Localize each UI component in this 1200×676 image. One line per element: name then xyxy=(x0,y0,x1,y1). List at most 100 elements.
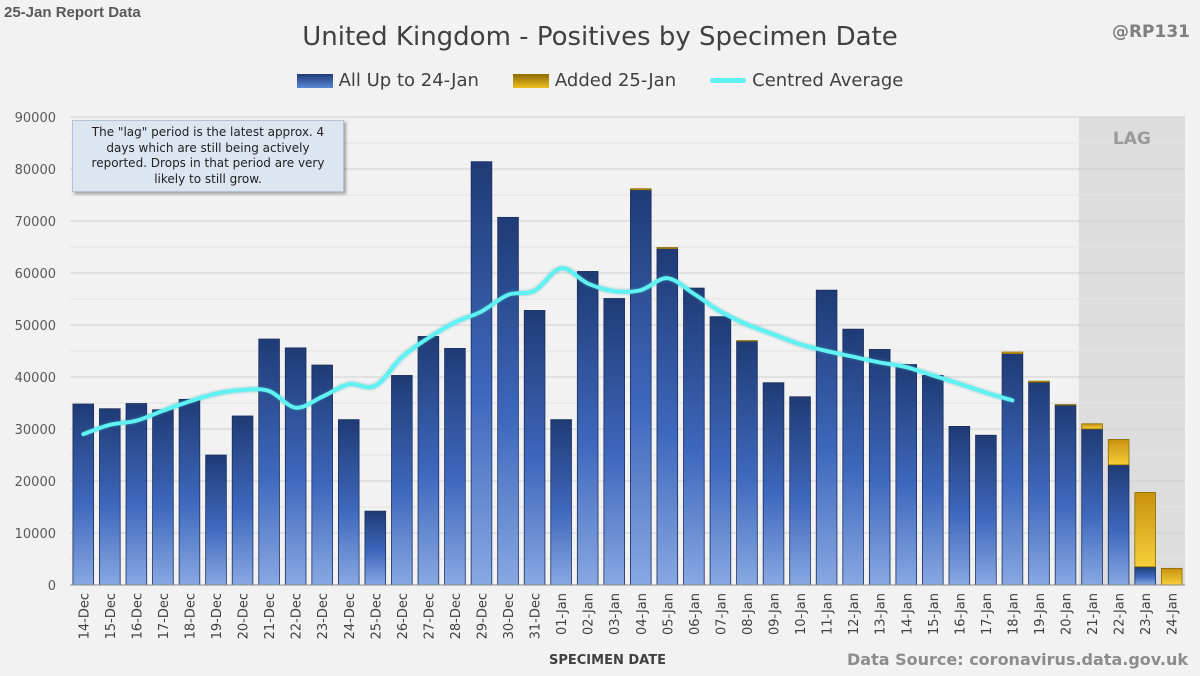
x-tick-label: 22-Dec xyxy=(290,593,305,639)
bar-all-21-Dec xyxy=(258,338,280,586)
data-source: Data Source: coronavirus.data.gov.uk xyxy=(847,650,1188,669)
legend-label-all: All Up to 24-Jan xyxy=(338,70,479,91)
bar-all-20-Jan xyxy=(1054,404,1077,586)
bar-all-19-Jan xyxy=(1028,381,1050,586)
x-tick-label: 16-Jan xyxy=(953,593,968,635)
bar-all-19-Dec xyxy=(205,454,227,586)
bar-all-27-Dec xyxy=(417,336,440,586)
x-tick-label: 01-Jan xyxy=(555,593,570,635)
x-tick-label: 23-Jan xyxy=(1139,593,1154,635)
x-tick-label: 02-Jan xyxy=(582,593,597,635)
x-tick-label: 17-Dec xyxy=(157,593,172,639)
bar-all-17-Dec xyxy=(152,409,174,586)
x-tick-label: 16-Dec xyxy=(130,593,145,639)
y-tick-label: 0 xyxy=(48,579,56,594)
chart-title: United Kingdom - Positives by Specimen D… xyxy=(302,22,898,52)
x-tick-label: 21-Dec xyxy=(263,593,278,639)
lag-note: The "lag" period is the latest approx. 4… xyxy=(72,120,344,193)
x-tick-label: 26-Dec xyxy=(396,593,411,639)
x-tick-label: 21-Jan xyxy=(1086,593,1101,635)
report-label: 25-Jan Report Data xyxy=(4,4,141,21)
y-tick-label: 10000 xyxy=(15,527,56,542)
bar-added-20-Jan xyxy=(1054,404,1077,406)
x-tick-label: 27-Dec xyxy=(422,593,437,639)
x-tick-label: 13-Jan xyxy=(874,593,889,635)
x-tick-label: 22-Jan xyxy=(1113,593,1128,635)
x-tick-label: 18-Dec xyxy=(183,593,198,639)
x-tick-label: 04-Jan xyxy=(635,593,650,635)
average-line xyxy=(81,266,1015,437)
bar-added-04-Jan xyxy=(630,188,652,191)
legend-swatch-added xyxy=(512,73,549,88)
x-axis-title: SPECIMEN DATE xyxy=(549,653,666,668)
bar-all-05-Jan xyxy=(656,248,679,586)
bar-all-20-Dec xyxy=(231,415,254,586)
bar-all-25-Dec xyxy=(364,510,387,586)
bar-all-02-Jan xyxy=(576,271,599,586)
bar-all-11-Jan xyxy=(815,289,838,586)
y-tick-label: 50000 xyxy=(15,319,56,334)
x-tick-label: 29-Dec xyxy=(475,593,490,639)
x-tick-label: 24-Dec xyxy=(343,593,358,639)
bar-added-21-Jan xyxy=(1081,423,1103,430)
x-tick-label: 18-Jan xyxy=(1006,593,1021,635)
x-tick-label: 14-Dec xyxy=(77,593,92,639)
x-tick-label: 08-Jan xyxy=(741,593,756,635)
bar-all-28-Dec xyxy=(444,347,466,586)
y-tick-label: 70000 xyxy=(15,215,56,230)
bar-all-01-Jan xyxy=(550,419,572,586)
y-tick-label: 30000 xyxy=(15,423,56,438)
x-tick-label: 20-Jan xyxy=(1060,593,1075,635)
bar-all-22-Dec xyxy=(284,347,307,586)
bar-all-03-Jan xyxy=(603,298,625,586)
x-tick-label: 15-Jan xyxy=(927,593,942,635)
x-tick-label: 19-Dec xyxy=(210,593,225,639)
bar-all-22-Jan xyxy=(1107,464,1130,586)
legend-item-average: Centred Average xyxy=(710,70,903,91)
bar-added-23-Jan xyxy=(1134,492,1156,568)
bar-all-18-Jan xyxy=(1001,353,1024,586)
x-tick-label: 19-Jan xyxy=(1033,593,1048,635)
bar-all-16-Jan xyxy=(948,425,971,586)
lag-label: LAG xyxy=(1113,129,1151,149)
bar-all-12-Jan xyxy=(842,328,864,586)
bar-all-23-Jan xyxy=(1134,566,1156,586)
bar-all-24-Dec xyxy=(337,419,360,586)
x-tick-label: 03-Jan xyxy=(608,593,623,635)
y-tick-label: 40000 xyxy=(15,371,56,386)
x-tick-label: 28-Dec xyxy=(449,593,464,639)
x-tick-label: 09-Jan xyxy=(768,593,783,635)
bar-all-26-Dec xyxy=(391,375,413,586)
x-tick-label: 17-Jan xyxy=(980,593,995,635)
x-tick-label: 12-Jan xyxy=(847,593,862,635)
bar-added-24-Jan xyxy=(1160,567,1183,586)
legend: All Up to 24-Jan Added 25-Jan Centred Av… xyxy=(0,70,1200,91)
legend-item-all: All Up to 24-Jan xyxy=(296,70,479,91)
bar-all-18-Dec xyxy=(178,398,201,586)
y-tick-label: 20000 xyxy=(15,475,56,490)
bar-all-04-Jan xyxy=(630,189,652,586)
x-tick-label: 31-Dec xyxy=(529,593,544,639)
bar-all-29-Dec xyxy=(470,161,493,586)
x-tick-label: 20-Dec xyxy=(237,593,252,639)
bar-added-19-Jan xyxy=(1028,380,1050,383)
legend-label-average: Centred Average xyxy=(752,70,904,91)
x-tick-label: 05-Jan xyxy=(661,593,676,635)
bar-all-15-Jan xyxy=(922,375,944,586)
x-tick-label: 11-Jan xyxy=(821,593,836,635)
legend-label-added: Added 25-Jan xyxy=(554,70,677,91)
x-tick-label: 07-Jan xyxy=(714,593,729,635)
bar-all-30-Dec xyxy=(497,216,519,586)
bar-all-31-Dec xyxy=(523,310,546,586)
author-handle: @RP131 xyxy=(1111,22,1190,42)
bar-all-07-Jan xyxy=(709,316,732,586)
bar-all-09-Jan xyxy=(762,382,785,586)
bar-all-16-Dec xyxy=(125,403,148,586)
y-tick-label: 60000 xyxy=(15,267,56,282)
bar-all-06-Jan xyxy=(683,287,705,586)
bar-all-17-Jan xyxy=(975,434,997,586)
y-tick-label: 80000 xyxy=(15,163,56,178)
x-tick-label: 14-Jan xyxy=(900,593,915,635)
x-tick-label: 23-Dec xyxy=(316,593,331,639)
